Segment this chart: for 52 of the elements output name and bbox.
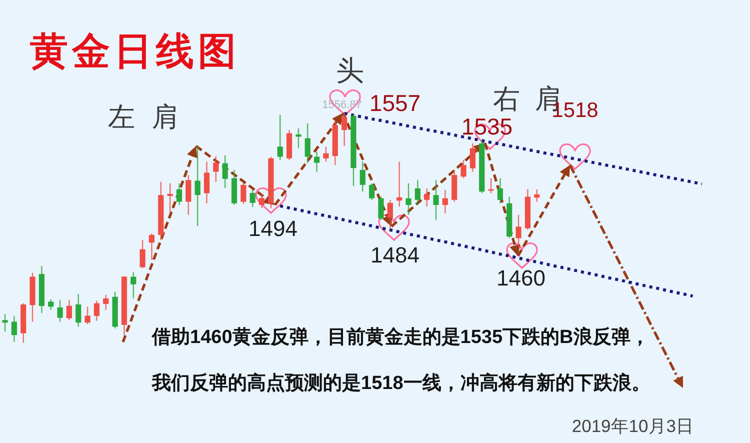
candlestick bbox=[148, 232, 155, 260]
annotation: 左肩 bbox=[108, 102, 179, 133]
annotation: 1557 bbox=[369, 90, 421, 116]
candlestick bbox=[250, 189, 256, 208]
chart-title: 黄金日线图 bbox=[30, 31, 240, 73]
candlestick bbox=[11, 315, 17, 342]
candlestick bbox=[57, 299, 63, 322]
candlestick bbox=[323, 146, 329, 162]
candlestick bbox=[460, 159, 466, 179]
candlestick bbox=[277, 114, 283, 161]
candlestick bbox=[213, 155, 219, 182]
text: 2019年10月3日 bbox=[572, 416, 694, 436]
candlestick bbox=[414, 179, 420, 206]
candlestick bbox=[369, 182, 375, 200]
annotation: 借助1460黄金反弹，目前黄金走的是1535下跌的B浪反弹， bbox=[151, 326, 650, 348]
candlestick bbox=[186, 174, 192, 216]
candlestick bbox=[341, 111, 348, 147]
candlestick bbox=[497, 178, 503, 204]
candlestick bbox=[442, 189, 448, 214]
candlestick bbox=[258, 193, 265, 209]
candlestick bbox=[240, 182, 246, 205]
candlestick bbox=[194, 146, 200, 227]
candlestick bbox=[76, 293, 82, 328]
candlestick bbox=[304, 122, 310, 164]
candlestick bbox=[48, 298, 54, 311]
candlestick bbox=[360, 161, 366, 192]
candlestick bbox=[167, 182, 173, 214]
candlestick bbox=[204, 161, 210, 204]
text: 头 bbox=[336, 54, 364, 87]
text: 我们反弹的高点预测的是1518一线，冲高将有新的下跌浪。 bbox=[151, 372, 650, 394]
candlestick bbox=[387, 199, 393, 229]
candlestick bbox=[516, 214, 522, 248]
annotation: 1484 bbox=[370, 242, 420, 268]
candlestick bbox=[222, 154, 228, 188]
candlestick bbox=[66, 299, 72, 321]
candlestick bbox=[2, 313, 8, 332]
candlestick bbox=[176, 182, 182, 206]
candlestick bbox=[433, 179, 439, 221]
candlestick bbox=[378, 196, 384, 221]
candlestick bbox=[424, 188, 430, 208]
candlestick bbox=[94, 300, 100, 322]
annotation: 1460 bbox=[496, 266, 546, 291]
candlestick bbox=[84, 306, 90, 325]
candlestick bbox=[140, 239, 146, 269]
candlestick bbox=[103, 294, 109, 311]
candlestick bbox=[406, 182, 412, 216]
annotation: 1494 bbox=[248, 216, 298, 241]
candlestick bbox=[470, 142, 476, 172]
candlestick bbox=[130, 272, 136, 300]
candlestick bbox=[314, 151, 320, 172]
candlestick bbox=[396, 161, 402, 208]
candlestick bbox=[534, 188, 540, 202]
